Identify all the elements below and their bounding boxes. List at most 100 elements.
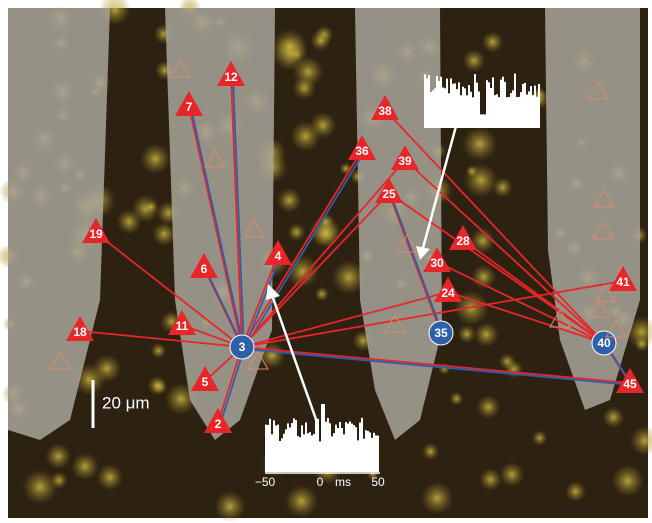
- histogram-bar: [319, 441, 321, 472]
- histogram-bar: [516, 97, 518, 128]
- cell: [45, 443, 71, 469]
- histogram-bar: [347, 424, 349, 472]
- histogram-bar: [279, 441, 281, 472]
- histogram-bar: [424, 74, 426, 128]
- histogram-bar: [532, 95, 534, 128]
- neuron-label: 25: [382, 187, 396, 201]
- histogram-bar: [484, 114, 486, 128]
- histogram-bar: [291, 423, 293, 472]
- histogram-bar: [301, 425, 303, 472]
- cell: [214, 491, 246, 523]
- neuron-label: 11: [176, 319, 189, 333]
- histogram-bar: [327, 418, 329, 472]
- cell: [144, 201, 157, 214]
- histogram-bar: [448, 93, 450, 128]
- neuron-label: 2: [215, 417, 222, 431]
- histogram-bar: [458, 82, 460, 128]
- histogram-bar: [303, 434, 305, 472]
- histogram-bar: [438, 81, 440, 128]
- neuron-label: 12: [224, 70, 238, 84]
- cell: [532, 430, 547, 445]
- histogram-bar: [496, 94, 498, 128]
- cell: [285, 485, 318, 518]
- neuron-label: 39: [398, 154, 412, 168]
- histogram-bar: [480, 114, 482, 128]
- histogram-bar: [277, 425, 279, 472]
- histogram-bar: [510, 93, 512, 128]
- scale-bar-label: 20 μm: [102, 393, 150, 412]
- neuron-label: 18: [73, 325, 87, 339]
- histogram-bar: [436, 76, 438, 128]
- histogram-bar: [446, 79, 448, 128]
- histogram-bar: [490, 88, 492, 128]
- histogram-bar: [359, 423, 361, 472]
- cell: [314, 287, 329, 302]
- cell: [458, 325, 476, 343]
- histogram-bar: [323, 404, 325, 472]
- cell: [422, 443, 440, 461]
- histogram-bar: [337, 428, 339, 472]
- histogram-bar: [297, 436, 299, 472]
- histogram-bar: [313, 434, 315, 472]
- histogram-bar: [273, 420, 275, 472]
- cell: [292, 76, 316, 100]
- cell: [474, 322, 499, 347]
- neuron-label: 38: [378, 104, 392, 118]
- histogram-bar: [482, 114, 484, 128]
- histogram-bar: [472, 97, 474, 128]
- cell: [602, 406, 624, 428]
- cell: [421, 482, 454, 515]
- histogram-bar: [355, 427, 357, 472]
- cell: [499, 462, 524, 487]
- histogram-bar: [341, 428, 343, 472]
- cell: [466, 165, 479, 178]
- cell: [482, 31, 504, 53]
- histogram-bar: [317, 419, 319, 472]
- histogram-bar: [522, 84, 524, 128]
- histogram-bar: [357, 440, 359, 472]
- histogram-bar: [331, 436, 333, 472]
- histogram-bar: [281, 438, 283, 472]
- cell: [450, 392, 464, 406]
- neuron-label: 35: [434, 326, 448, 340]
- histogram-bar: [538, 84, 540, 128]
- neuron-label: 28: [456, 234, 470, 248]
- neuron-label: 7: [186, 100, 193, 114]
- histogram-bar: [428, 75, 430, 128]
- histogram-bar: [289, 428, 291, 472]
- histogram-bar: [526, 95, 528, 128]
- cell: [140, 143, 171, 174]
- histogram-bar: [502, 77, 504, 128]
- cell: [147, 376, 166, 395]
- histogram-bar: [488, 82, 490, 128]
- histogram-bar: [369, 432, 371, 472]
- histogram-bar: [375, 435, 377, 472]
- histogram-bar: [430, 92, 432, 128]
- histogram-bar: [343, 434, 345, 472]
- histogram-bar: [377, 436, 379, 472]
- histogram-bar: [349, 422, 351, 472]
- axis-label: −50: [255, 475, 276, 489]
- histogram-bar: [478, 91, 480, 128]
- histogram-bar: [271, 434, 273, 472]
- histogram-bar: [285, 429, 287, 472]
- histogram-bar: [508, 97, 510, 128]
- cell: [151, 343, 167, 359]
- histogram-bar: [287, 423, 289, 472]
- histogram-bar: [534, 86, 536, 128]
- histogram-bar: [311, 435, 313, 472]
- histogram-bar: [351, 424, 353, 472]
- histogram-bar: [468, 85, 470, 128]
- cell: [97, 464, 124, 491]
- histogram-bar: [460, 95, 462, 128]
- cell: [287, 223, 305, 241]
- histogram-bar: [520, 92, 522, 128]
- histogram-bar: [307, 433, 309, 472]
- neuron-label: 19: [89, 227, 103, 241]
- histogram-bar: [444, 88, 446, 128]
- histogram-bar: [309, 432, 311, 472]
- histogram-bar: [498, 97, 500, 128]
- neuron-label: 5: [202, 375, 209, 389]
- cell: [499, 353, 516, 370]
- histogram-bar: [283, 434, 285, 472]
